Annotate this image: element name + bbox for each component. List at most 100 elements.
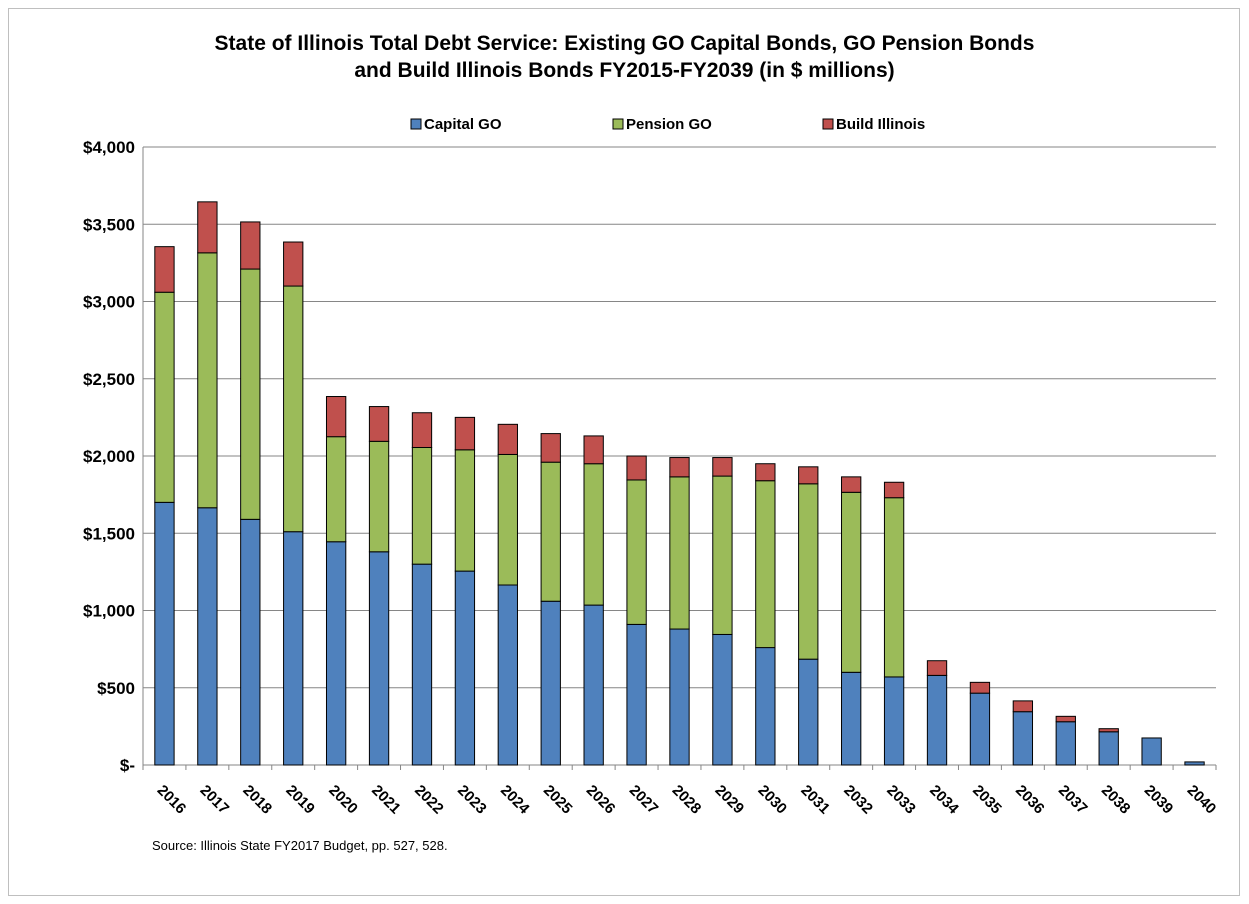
bar-pension-go bbox=[755, 480, 776, 649]
bar-build-illinois bbox=[240, 221, 261, 270]
bar-build-illinois bbox=[283, 241, 304, 287]
bar-build-illinois bbox=[368, 406, 390, 442]
x-tick-label: 2031 bbox=[797, 782, 833, 818]
legend-swatch bbox=[410, 118, 422, 130]
bar-pension-go bbox=[454, 449, 476, 572]
bar-build-illinois bbox=[883, 481, 905, 499]
bar-pension-go bbox=[583, 463, 604, 606]
bar-pension-go bbox=[154, 291, 175, 503]
bar-build-illinois bbox=[1055, 715, 1076, 723]
x-tick-label: 2024 bbox=[497, 782, 533, 818]
bar-pension-go bbox=[883, 497, 905, 678]
y-tick-label: $500 bbox=[97, 679, 135, 698]
bar-pension-go bbox=[626, 479, 647, 625]
legend-label: Pension GO bbox=[626, 116, 712, 133]
bar-capital-go bbox=[1012, 711, 1034, 766]
bar-capital-go bbox=[1055, 721, 1076, 766]
bar-capital-go bbox=[197, 507, 218, 766]
bar-build-illinois bbox=[1098, 728, 1119, 733]
bar-capital-go bbox=[325, 541, 347, 766]
x-tick-label: 2033 bbox=[883, 782, 919, 818]
x-tick-label: 2020 bbox=[325, 782, 361, 818]
bar-build-illinois bbox=[969, 681, 991, 694]
bar-capital-go bbox=[497, 584, 518, 766]
legend-label: Capital GO bbox=[424, 116, 502, 133]
bar-capital-go bbox=[798, 658, 819, 766]
bar-build-illinois bbox=[583, 435, 604, 465]
x-tick-label: 2032 bbox=[840, 782, 876, 818]
x-tick-label: 2038 bbox=[1098, 782, 1134, 818]
x-tick-label: 2028 bbox=[669, 782, 705, 818]
x-tick-label: 2034 bbox=[926, 782, 962, 818]
y-tick-label: $3,000 bbox=[83, 293, 135, 312]
bar-build-illinois bbox=[755, 463, 776, 482]
x-tick-label: 2037 bbox=[1055, 782, 1091, 818]
x-tick-label: 2026 bbox=[583, 782, 619, 818]
bar-build-illinois bbox=[1012, 700, 1034, 713]
y-tick-label: $2,500 bbox=[83, 370, 135, 389]
bar-pension-go bbox=[841, 491, 862, 673]
bar-capital-go bbox=[583, 604, 604, 766]
x-tick-label: 2029 bbox=[712, 782, 748, 818]
legend-label: Build Illinois bbox=[836, 116, 925, 133]
x-tick-label: 2019 bbox=[282, 782, 318, 818]
x-tick-label: 2018 bbox=[239, 782, 275, 818]
legend-swatch bbox=[612, 118, 624, 130]
x-tick-label: 2022 bbox=[411, 782, 447, 818]
bar-build-illinois bbox=[669, 457, 690, 478]
bar-build-illinois bbox=[325, 396, 347, 438]
bar-build-illinois bbox=[540, 433, 561, 463]
y-tick-label: $1,500 bbox=[83, 524, 135, 543]
bar-pension-go bbox=[240, 268, 261, 520]
bar-build-illinois bbox=[798, 466, 819, 485]
bar-capital-go bbox=[1098, 731, 1119, 766]
y-tick-label: $- bbox=[120, 756, 135, 775]
bar-capital-go bbox=[969, 692, 991, 766]
x-tick-label: 2027 bbox=[626, 782, 662, 818]
x-tick-label: 2025 bbox=[540, 782, 576, 818]
bar-pension-go bbox=[798, 483, 819, 660]
bar-pension-go bbox=[325, 436, 347, 543]
bar-pension-go bbox=[712, 475, 733, 635]
x-tick-label: 2040 bbox=[1184, 782, 1220, 818]
bar-build-illinois bbox=[497, 423, 518, 455]
bar-capital-go bbox=[841, 671, 862, 766]
legend-swatch bbox=[822, 118, 834, 130]
x-tick-label: 2036 bbox=[1012, 782, 1048, 818]
bar-build-illinois bbox=[841, 476, 862, 493]
y-tick-label: $3,500 bbox=[83, 215, 135, 234]
bar-capital-go bbox=[411, 563, 433, 766]
x-tick-label: 2039 bbox=[1141, 782, 1177, 818]
bar-build-illinois bbox=[411, 412, 433, 449]
chart-title: State of Illinois Total Debt Service: Ex… bbox=[214, 32, 1035, 82]
bar-capital-go bbox=[154, 501, 175, 766]
bar-capital-go bbox=[1141, 737, 1162, 766]
x-tick-label: 2017 bbox=[197, 782, 233, 818]
bar-capital-go bbox=[540, 600, 561, 766]
y-tick-label: $1,000 bbox=[83, 602, 135, 621]
bar-pension-go bbox=[669, 476, 690, 630]
bar-capital-go bbox=[626, 623, 647, 766]
x-tick-label: 2035 bbox=[969, 782, 1005, 818]
bar-capital-go bbox=[755, 647, 776, 766]
bar-capital-go bbox=[283, 531, 304, 766]
chart-source-note: Source: Illinois State FY2017 Budget, pp… bbox=[152, 838, 448, 853]
bar-capital-go bbox=[240, 518, 261, 766]
bar-build-illinois bbox=[154, 246, 175, 293]
x-tick-label: 2016 bbox=[154, 782, 190, 818]
bar-build-illinois bbox=[926, 660, 948, 676]
bar-capital-go bbox=[669, 628, 690, 766]
bar-pension-go bbox=[540, 461, 561, 602]
bar-build-illinois bbox=[712, 457, 733, 477]
bar-build-illinois bbox=[197, 201, 218, 254]
y-tick-label: $4,000 bbox=[83, 138, 135, 157]
x-tick-label: 2030 bbox=[755, 782, 791, 818]
bar-capital-go bbox=[454, 570, 476, 766]
bar-pension-go bbox=[497, 453, 518, 586]
bar-capital-go bbox=[926, 674, 948, 766]
bar-capital-go bbox=[883, 676, 905, 766]
bar-pension-go bbox=[283, 285, 304, 533]
bar-capital-go bbox=[712, 633, 733, 766]
bar-pension-go bbox=[368, 440, 390, 553]
